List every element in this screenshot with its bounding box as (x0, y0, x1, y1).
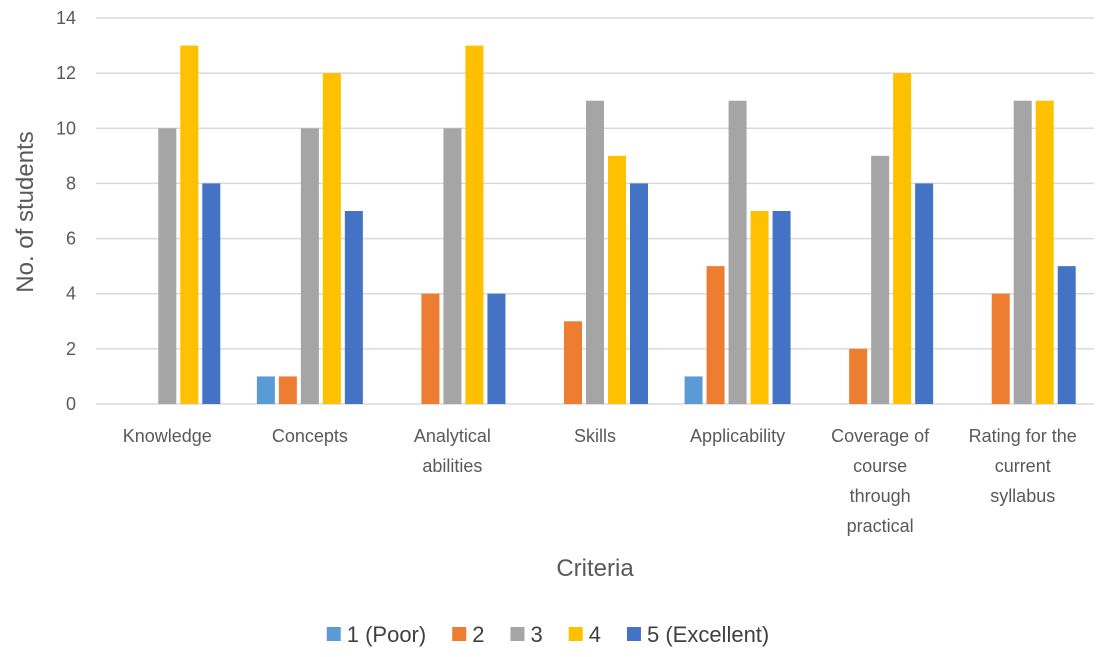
bar (706, 266, 725, 404)
bar (202, 183, 221, 404)
bar (180, 45, 199, 404)
x-category-label: Concepts (272, 426, 348, 446)
legend-label: 5 (Excellent) (647, 622, 769, 647)
y-tick-label: 2 (66, 339, 76, 359)
bar (487, 293, 506, 404)
y-axis-title: No. of students (12, 131, 39, 292)
y-tick-label: 12 (56, 63, 76, 83)
legend-swatch (452, 627, 467, 641)
bar (443, 128, 462, 405)
bar (750, 211, 769, 404)
bar (300, 128, 319, 405)
x-category-label: Analytical abilities (414, 426, 491, 476)
bar (1013, 100, 1032, 404)
bar (991, 293, 1010, 404)
bar (256, 376, 275, 404)
bar (278, 376, 297, 404)
bar (871, 155, 890, 404)
bar (849, 348, 868, 404)
legend-label: 3 (530, 622, 542, 647)
y-tick-label: 0 (66, 394, 76, 414)
legend-label: 4 (589, 622, 601, 647)
bars (158, 45, 1076, 405)
bar (344, 211, 363, 404)
bar (772, 211, 791, 404)
bar (465, 45, 484, 404)
x-category-label: Knowledge (123, 426, 212, 446)
bar (1057, 266, 1076, 404)
legend-swatch (326, 627, 341, 641)
bar (684, 376, 703, 404)
legend-item: 4 (568, 622, 601, 647)
y-tick-label: 10 (56, 118, 76, 138)
bar (1035, 100, 1054, 404)
legend-label: 2 (472, 622, 484, 647)
bar (893, 73, 912, 405)
bar (158, 128, 177, 405)
x-category-label: Applicability (690, 426, 785, 446)
y-tick-label: 6 (66, 229, 76, 249)
x-category-label: Skills (574, 426, 616, 446)
legend-swatch (568, 627, 583, 641)
legend-item: 1 (Poor) (326, 622, 426, 647)
bar (915, 183, 934, 404)
legend-item: 5 (Excellent) (626, 622, 769, 647)
x-axis-title: Criteria (556, 555, 634, 582)
y-tick-label: 14 (56, 8, 76, 28)
x-category-label: Rating for the current syllabus (969, 426, 1077, 506)
bar (421, 293, 440, 404)
bar (630, 183, 648, 404)
legend: 1 (Poor) 2 3 4 5 (Excellent) (326, 622, 769, 647)
y-axis-ticks: 0 2 4 6 8 10 12 14 (56, 8, 76, 414)
x-category-label: Coverage of course through practical (831, 426, 930, 536)
bar (322, 73, 341, 405)
legend-swatch (626, 627, 641, 641)
y-tick-label: 8 (66, 173, 76, 193)
legend-swatch (510, 627, 525, 641)
bar (608, 155, 626, 404)
bar (586, 100, 604, 404)
legend-item: 3 (510, 622, 543, 647)
legend-item: 2 (452, 622, 484, 647)
bar (564, 321, 582, 404)
legend-label: 1 (Poor) (347, 622, 426, 647)
y-tick-label: 4 (66, 284, 76, 304)
x-axis-categories: Knowledge Concepts Analytical abilities Skil… (123, 426, 1077, 536)
bar (728, 100, 747, 404)
